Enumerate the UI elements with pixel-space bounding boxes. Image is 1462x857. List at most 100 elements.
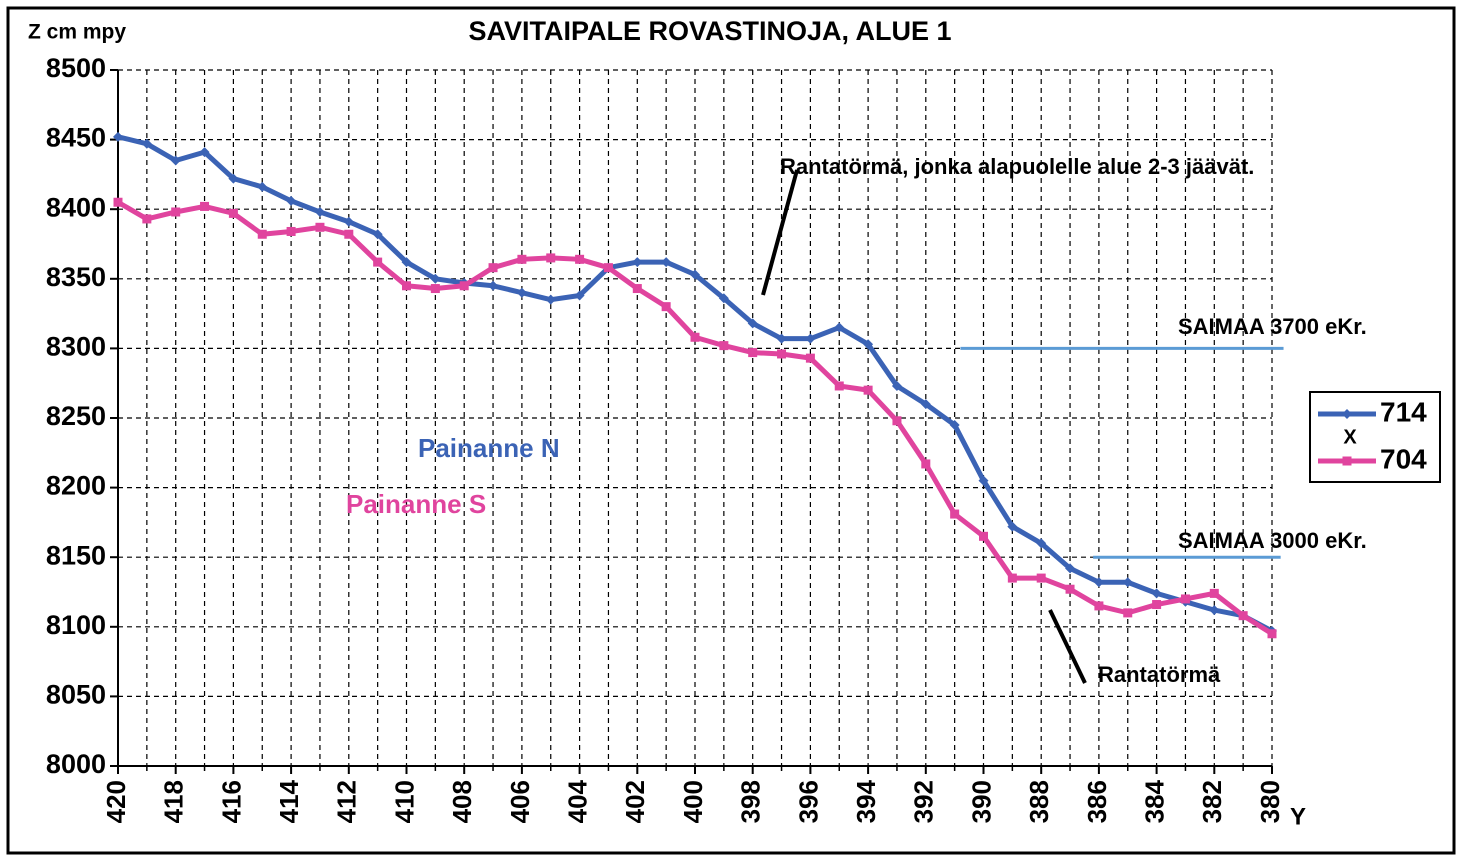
x-tick-label: 380 [1255, 780, 1285, 823]
legend-label: 704 [1380, 443, 1427, 474]
series-marker [1036, 538, 1047, 549]
y-tick-label: 8100 [46, 610, 106, 640]
y-tick-label: 8450 [46, 123, 106, 153]
y-axis-label: Z cm mpy [28, 21, 126, 44]
series-marker [690, 332, 700, 342]
series-marker [1209, 588, 1219, 598]
y-tick-label: 8200 [46, 471, 106, 501]
y-tick-label: 8250 [46, 401, 106, 431]
series-marker [1209, 605, 1220, 616]
series-marker [863, 385, 873, 395]
x-tick-label: 386 [1082, 780, 1112, 823]
series-marker [719, 341, 729, 351]
series-marker [141, 138, 152, 149]
series-marker [142, 214, 152, 224]
series-marker [1065, 563, 1076, 574]
series-marker [978, 475, 989, 486]
series-marker [1267, 629, 1277, 639]
series-marker [1065, 584, 1075, 594]
reference-label: SAIMAA 3700 eKr. [1178, 314, 1367, 339]
y-tick-label: 8400 [46, 192, 106, 222]
series-marker [170, 155, 181, 166]
x-axis-label: Y [1290, 803, 1306, 830]
series-marker [921, 459, 931, 469]
series-marker [546, 253, 556, 263]
series-marker [1123, 608, 1133, 618]
x-tick-label: 392 [909, 780, 939, 823]
y-tick-label: 8050 [46, 680, 106, 710]
x-tick-label: 406 [505, 780, 535, 823]
series-marker [661, 257, 672, 268]
series-marker [113, 197, 123, 207]
x-tick-label: 414 [274, 779, 304, 823]
series-marker [1007, 573, 1017, 583]
series-marker [805, 333, 816, 344]
y-tick-label: 8350 [46, 262, 106, 292]
series-marker [632, 284, 642, 294]
legend-marker [1342, 456, 1352, 466]
series-marker [1180, 594, 1190, 604]
series-marker [632, 257, 643, 268]
series-marker [747, 318, 758, 329]
series-marker [979, 531, 988, 541]
x-tick-label: 394 [851, 779, 881, 823]
series-marker [718, 293, 729, 304]
series-marker [430, 273, 441, 284]
y-tick-label: 8500 [46, 53, 106, 83]
series-marker [430, 284, 440, 294]
series-marker [690, 269, 700, 280]
series-marker [199, 147, 210, 158]
series-marker [200, 201, 210, 211]
x-tick-label: 388 [1024, 780, 1054, 823]
series-marker [372, 229, 383, 240]
x-tick-label: 404 [562, 779, 592, 823]
x-tick-label: 416 [216, 780, 246, 823]
x-tick-label: 412 [332, 780, 362, 823]
series-marker [1152, 600, 1162, 610]
series-marker [1093, 577, 1104, 588]
y-tick-label: 8300 [46, 332, 106, 362]
series-marker [459, 281, 469, 291]
series-marker [920, 399, 931, 410]
series-marker [343, 216, 354, 227]
series-marker [314, 206, 325, 217]
series-marker [949, 419, 960, 430]
series-marker [171, 207, 181, 217]
series-marker [950, 509, 960, 519]
legend-label: 714 [1380, 396, 1427, 427]
series-marker [1094, 601, 1104, 611]
reference-label: SAIMAA 3000 eKr. [1178, 528, 1367, 553]
series-marker [1238, 611, 1248, 621]
x-tick-label: 420 [101, 780, 131, 823]
annotation: Painanne S [346, 489, 486, 519]
series-marker [286, 226, 296, 236]
chart-border [6, 6, 1456, 855]
annotation: Rantatörmä [1098, 662, 1221, 687]
series-marker [1122, 577, 1133, 588]
series-marker [113, 131, 123, 142]
x-tick-label: 400 [678, 780, 708, 823]
series-marker [257, 181, 268, 192]
x-tick-label: 410 [389, 780, 419, 823]
series-marker [315, 222, 325, 232]
series-marker [344, 229, 354, 239]
series-marker [891, 380, 902, 391]
series-marker [516, 287, 527, 298]
x-tick-label: 408 [447, 780, 477, 823]
series-marker [228, 173, 239, 184]
annotation-pointer [1048, 609, 1087, 684]
chart-title: SAVITAIPALE ROVASTINOJA, ALUE 1 [468, 16, 951, 46]
annotation: Rantatörmä, jonka alapuolelle alue 2-3 j… [780, 154, 1254, 179]
x-tick-label: 382 [1197, 780, 1227, 823]
x-tick-label: 402 [620, 780, 650, 823]
series-marker [574, 290, 585, 301]
x-tick-label: 390 [966, 780, 996, 823]
series-marker [228, 208, 238, 218]
series-marker [575, 254, 585, 264]
series-marker [545, 294, 556, 305]
series-marker [748, 348, 758, 358]
series-marker [402, 281, 411, 291]
series-marker [834, 381, 844, 391]
legend-title: X [1343, 426, 1357, 448]
